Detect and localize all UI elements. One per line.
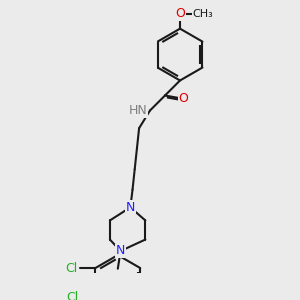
Text: N: N (126, 201, 135, 214)
Text: HN: HN (128, 104, 147, 117)
Text: Cl: Cl (66, 291, 78, 300)
Text: N: N (116, 244, 125, 257)
Text: O: O (175, 7, 185, 20)
Text: CH₃: CH₃ (192, 9, 213, 19)
Text: Cl: Cl (65, 262, 77, 275)
Text: O: O (178, 92, 188, 105)
